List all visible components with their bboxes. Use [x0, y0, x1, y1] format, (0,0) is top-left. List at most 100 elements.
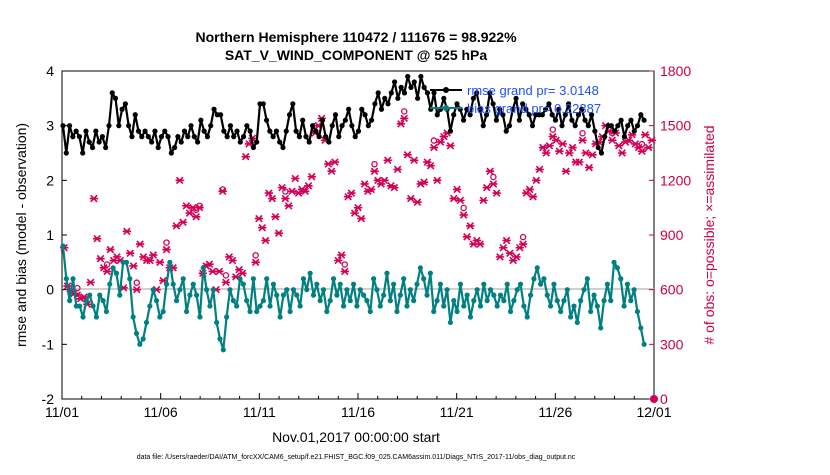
obs-assimilated-marker [528, 192, 538, 201]
bias-point [254, 308, 260, 315]
bias-point [611, 259, 617, 265]
rmse-point [441, 95, 447, 101]
rmse-point [122, 101, 128, 107]
bias-point [237, 276, 243, 282]
rmse-point [273, 128, 280, 134]
rmse-point [575, 112, 582, 118]
bias-point [387, 298, 393, 304]
obs-assimilated-marker [578, 136, 587, 145]
obs-possible-marker [252, 252, 259, 259]
bias-point [377, 303, 383, 309]
obs-assimilated-marker [287, 187, 297, 196]
rmse-point [506, 123, 513, 129]
bias-point [183, 308, 190, 315]
obs-assimilated-marker [337, 251, 346, 259]
bias-point [414, 281, 420, 287]
bias-point [504, 281, 510, 287]
rmse-point [467, 112, 473, 118]
obs-possible-marker [341, 261, 349, 268]
bias-point [274, 292, 280, 298]
obs-assimilated-marker [518, 240, 528, 248]
bias-point [290, 287, 297, 293]
rmse-point [116, 123, 122, 129]
bias-point [517, 281, 524, 287]
rmse-point [520, 101, 526, 107]
rmse-point [329, 123, 335, 129]
obs-assimilated-marker [221, 278, 231, 287]
bias-point [310, 292, 317, 298]
rmse-point [546, 101, 552, 107]
rmse-point [283, 128, 289, 134]
chart-title-line2: SAT_V_WIND_COMPONENT @ 525 hPa [225, 47, 488, 63]
bias-point [280, 292, 287, 298]
bias-point [170, 281, 176, 287]
bias-point [100, 298, 106, 304]
rmse-point [421, 84, 427, 90]
rmse-point [221, 128, 227, 134]
obs-assimilated-marker [555, 147, 564, 155]
bias-point [153, 298, 160, 304]
bias-point [421, 276, 427, 282]
rmse-point [526, 112, 532, 118]
rmse-point [372, 101, 378, 107]
obs-assimilated-marker [482, 183, 491, 192]
bias-point [541, 276, 547, 282]
rmse-point [195, 139, 201, 145]
bias-point [427, 270, 433, 276]
obs-possible-marker [163, 239, 170, 246]
bias-point [461, 303, 467, 309]
rmse-point [303, 134, 309, 140]
bias-point [444, 287, 450, 293]
footer-note: data file: /Users/raeder/DAI/ATM_forcXX/… [137, 454, 576, 461]
bias-point [588, 308, 594, 315]
right-tick-label: 300 [660, 336, 684, 352]
rmse-point [178, 139, 184, 145]
bias-point [457, 281, 464, 287]
obs-assimilated-marker [251, 258, 260, 267]
obs-assimilated-marker [499, 243, 508, 252]
rmse-point [254, 139, 260, 145]
bias-point [190, 281, 196, 287]
rmse-point [549, 112, 555, 118]
bias-point [581, 287, 587, 293]
obs-assimilated-marker [436, 138, 445, 146]
obs-assimilated-marker [608, 136, 617, 145]
bias-point [527, 292, 534, 298]
bias-point [521, 303, 527, 309]
rmse-point [280, 144, 286, 151]
legend-rmse-label: rmse grand pr= 3.0148 [467, 83, 599, 98]
rmse-point [306, 139, 312, 145]
bias-point [234, 303, 240, 309]
bias-point [240, 281, 246, 287]
bias-point [130, 314, 136, 320]
obs-possible-marker [460, 204, 467, 212]
right-tick-label: 900 [660, 227, 684, 243]
obs-possible-marker [282, 188, 289, 195]
obs-assimilated-marker [409, 156, 419, 165]
rmse-point [497, 106, 503, 112]
rmse-point [556, 106, 562, 112]
bias-point [63, 276, 69, 282]
bias-point [270, 281, 277, 287]
rmse-point [237, 139, 243, 145]
bias-point [214, 319, 220, 326]
rmse-point [250, 144, 257, 151]
rmse-point [602, 134, 608, 140]
obs-assimilated-marker [413, 198, 422, 206]
obs-assimilated-marker [558, 140, 567, 148]
obs-assimilated-marker [228, 256, 237, 265]
bias-point [594, 303, 600, 309]
obs-assimilated-marker [182, 202, 191, 210]
obs-assimilated-marker [301, 187, 310, 196]
obs-assimilated-marker [551, 136, 561, 145]
rmse-point [595, 144, 601, 151]
bias-point [80, 314, 86, 320]
rmse-point [500, 112, 506, 118]
obs-assimilated-marker [334, 256, 343, 265]
rmse-point [346, 106, 352, 112]
rmse-point [464, 106, 470, 112]
rmse-point [355, 128, 362, 134]
bias-point [340, 303, 347, 309]
bias-point [598, 325, 604, 331]
bias-point [454, 308, 460, 315]
